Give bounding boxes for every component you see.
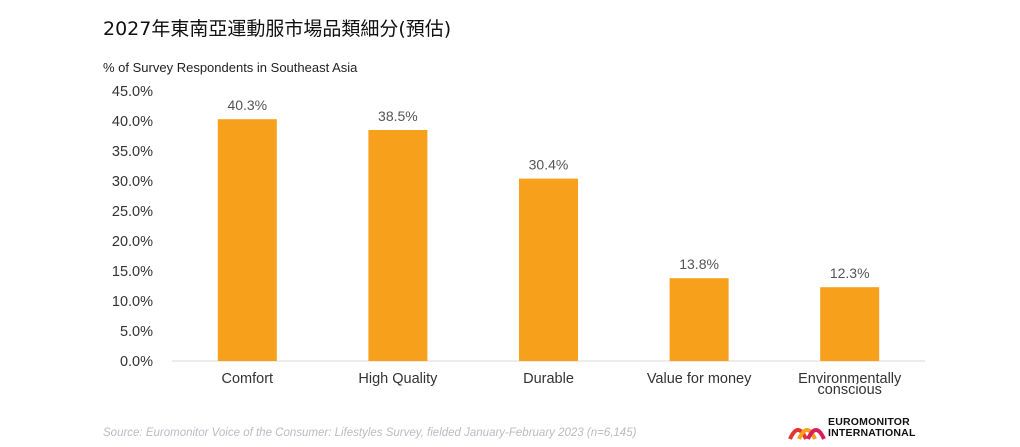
bar <box>217 119 277 361</box>
bar-data-label: 38.5% <box>378 108 418 124</box>
x-axis: Comfort High Quality Durable Value for mone… <box>222 371 903 398</box>
x-tick-label: conscious <box>817 382 881 398</box>
x-tick-label: Environmentally <box>798 371 902 387</box>
source-note: Source: Euromonitor Voice of the Consume… <box>103 427 637 439</box>
x-tick-label: High Quality <box>358 371 438 387</box>
bar <box>669 278 729 361</box>
bar-data-label: 13.8% <box>679 256 719 272</box>
y-tick-label: 0.0% <box>120 354 153 370</box>
y-tick-label: 5.0% <box>120 324 153 340</box>
x-tick-label: Comfort <box>222 371 274 387</box>
y-tick-label: 45.0% <box>112 84 153 100</box>
y-tick-label: 40.0% <box>112 114 153 130</box>
bar <box>820 287 880 361</box>
logo-line-1: EUROMONITOR <box>828 416 910 428</box>
bar <box>519 178 578 361</box>
bar-data-label: 12.3% <box>830 265 870 281</box>
bar-series <box>217 119 880 361</box>
logo-text: EUROMONITOR INTERNATIONAL <box>828 417 916 439</box>
bar-data-label: 30.4% <box>529 157 569 173</box>
chart-title: 2027年東南亞運動服市場品類細分(預估) <box>103 18 452 40</box>
chart-subtitle: % of Survey Respondents in Southeast Asi… <box>103 60 358 75</box>
y-tick-label: 10.0% <box>112 294 153 310</box>
bar-data-label: 40.3% <box>227 97 267 113</box>
logo-line-2: INTERNATIONAL <box>828 427 916 439</box>
euromonitor-logo-icon <box>788 428 826 440</box>
data-labels: 40.3% 38.5% 30.4% 13.8% 12.3% <box>227 97 869 281</box>
y-tick-label: 20.0% <box>112 234 153 250</box>
y-tick-label: 25.0% <box>112 204 153 220</box>
x-tick-label: Value for money <box>647 371 752 387</box>
y-tick-label: 35.0% <box>112 144 153 160</box>
bar <box>368 130 428 361</box>
euromonitor-logo: EUROMONITOR INTERNATIONAL <box>788 417 928 443</box>
x-tick-label: Durable <box>523 371 574 387</box>
y-tick-label: 30.0% <box>112 174 153 190</box>
y-axis: 0.0% 5.0% 10.0% 15.0% 20.0% 25.0% 30.0% 35.0% 40… <box>112 84 153 370</box>
y-tick-label: 15.0% <box>112 264 153 280</box>
